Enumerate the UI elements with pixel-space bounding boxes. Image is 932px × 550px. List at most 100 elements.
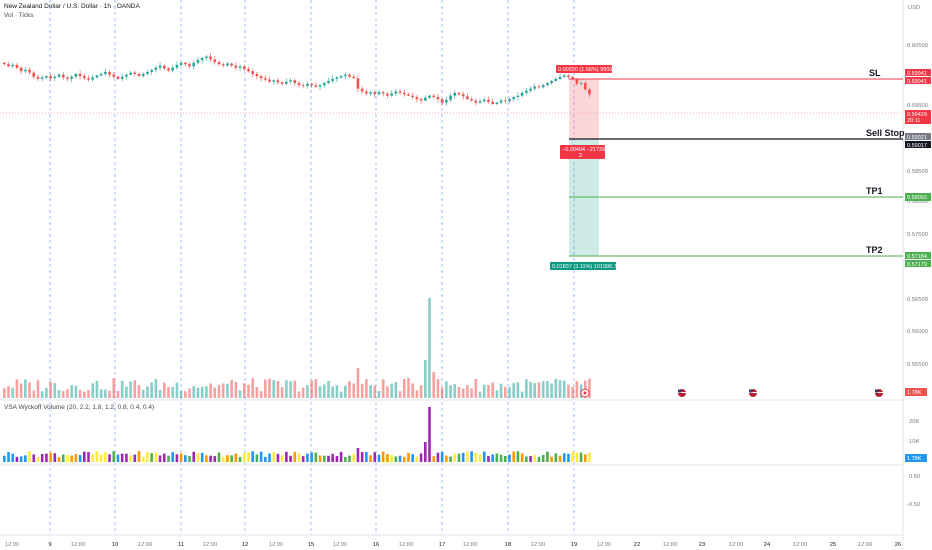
- candle-body: [141, 73, 145, 77]
- volume-bar: [415, 390, 419, 398]
- time-tick: 25: [830, 542, 836, 548]
- wyckoff-axis-tick: 20K: [909, 419, 919, 425]
- volume-bar: [11, 387, 15, 398]
- wyckoff-bar: [74, 454, 78, 462]
- candle-body: [331, 78, 334, 81]
- wyckoff-bar: [310, 452, 313, 462]
- wyckoff-bar: [352, 453, 356, 462]
- wyckoff-bar: [508, 454, 511, 462]
- candle-body: [461, 94, 465, 97]
- volume-bar: [104, 389, 107, 398]
- candle-body: [322, 83, 326, 86]
- wyckoff-bar: [411, 454, 414, 462]
- candle-body: [3, 62, 6, 65]
- time-tick: 24: [764, 542, 771, 548]
- wyckoff-bar: [285, 451, 288, 462]
- volume-bar: [558, 380, 562, 398]
- price-tick: 0.58500: [907, 169, 928, 175]
- candle-body: [19, 67, 23, 72]
- time-tick: 12:00: [463, 542, 478, 548]
- volume-bar: [478, 391, 482, 398]
- wyckoff-bar: [533, 454, 537, 462]
- volume-bar: [285, 380, 288, 398]
- candle-body: [503, 100, 507, 102]
- volume-bar: [525, 379, 528, 398]
- volume-bar: [28, 382, 31, 398]
- volume-bar: [440, 387, 444, 398]
- event-markers[interactable]: [580, 388, 883, 398]
- volume-bar: [192, 386, 196, 398]
- wyckoff-bar: [230, 455, 233, 462]
- candle-body: [520, 92, 524, 96]
- volume-bar: [402, 379, 406, 398]
- candle-body: [82, 76, 86, 79]
- wyckoff-bar: [49, 452, 52, 462]
- volume-bar: [567, 384, 570, 398]
- wyckoff-tag: 1.78K: [905, 454, 927, 462]
- volume-bar: [158, 390, 162, 398]
- candle-body: [238, 66, 242, 68]
- day-separators: [49, 0, 575, 535]
- wyckoff-bar: [579, 452, 583, 462]
- candle-body: [411, 95, 414, 98]
- entry-badge-line1: −0.00404 −21739: [562, 147, 605, 153]
- wyckoff-bar: [154, 452, 158, 462]
- volume-bar: [588, 378, 591, 398]
- volume-indicator-label[interactable]: Vol · Ticks: [4, 12, 34, 19]
- wyckoff-indicator-label[interactable]: VSA Wyckoff Volume (20, 2.2, 1.8, 1.2, 0…: [4, 404, 155, 411]
- volume-bar: [360, 383, 364, 398]
- wyckoff-bar: [28, 451, 31, 462]
- tp2-price-tag: 0.57184: [907, 254, 927, 260]
- tp1-price-tag-text: 0.58093: [907, 195, 927, 201]
- wyckoff-bar: [24, 455, 27, 462]
- candle-body: [318, 85, 322, 87]
- candle-body: [36, 76, 40, 79]
- time-tick: 22: [634, 542, 640, 548]
- candle-body: [95, 75, 99, 78]
- wyckoff-bar: [272, 451, 276, 462]
- chart-title[interactable]: New Zealand Dollar / U.S. Dollar · 1h · …: [4, 3, 140, 10]
- wyckoff-bar: [91, 454, 95, 462]
- wyckoff-bar: [255, 454, 259, 462]
- candle-body: [221, 64, 225, 66]
- wyckoff-bar: [238, 456, 242, 462]
- time-tick: 9: [48, 542, 51, 548]
- volume-bar: [45, 387, 48, 398]
- candle-body: [562, 75, 566, 77]
- volume-bar: [24, 379, 27, 398]
- candle-body: [470, 99, 473, 101]
- wyckoff-bar: [247, 452, 250, 462]
- candle-body: [394, 91, 398, 94]
- wyckoff-bar: [440, 451, 444, 462]
- wyckoff-axis-tick: 10K: [909, 439, 919, 445]
- reward-badge-text: 0.01837 (3.11%) 101996.74: [552, 264, 620, 270]
- candle-body: [268, 79, 271, 82]
- candle-body: [28, 69, 31, 73]
- volume-bar: [213, 387, 217, 398]
- candle-body: [234, 65, 238, 68]
- candle-body: [15, 64, 19, 68]
- wyckoff-bar: [398, 455, 402, 462]
- wyckoff-bar: [87, 452, 90, 462]
- entry-price-tags: 0.59021 0.59017: [905, 133, 931, 149]
- time-tick: 12:00: [138, 542, 153, 548]
- wyckoff-bar: [116, 454, 120, 462]
- candle-body: [567, 75, 570, 77]
- event-marker-icon: [580, 388, 590, 398]
- volume-bar: [87, 390, 90, 398]
- volume-bar: [394, 381, 398, 398]
- volume-bar: [335, 385, 339, 398]
- candle-body: [120, 76, 124, 79]
- candle-body: [348, 74, 351, 77]
- wyckoff-bar: [171, 452, 174, 462]
- volume-bar: [133, 380, 137, 398]
- volume-bar: [356, 368, 360, 398]
- volume-bar: [436, 379, 440, 398]
- osc-axis-tick: -0.50: [907, 502, 920, 508]
- time-tick: 12:00: [333, 542, 348, 548]
- wyckoff-bar: [331, 453, 334, 462]
- candle-body: [487, 99, 490, 102]
- wyckoff-bar: [339, 451, 343, 462]
- volume-bar: [196, 387, 200, 398]
